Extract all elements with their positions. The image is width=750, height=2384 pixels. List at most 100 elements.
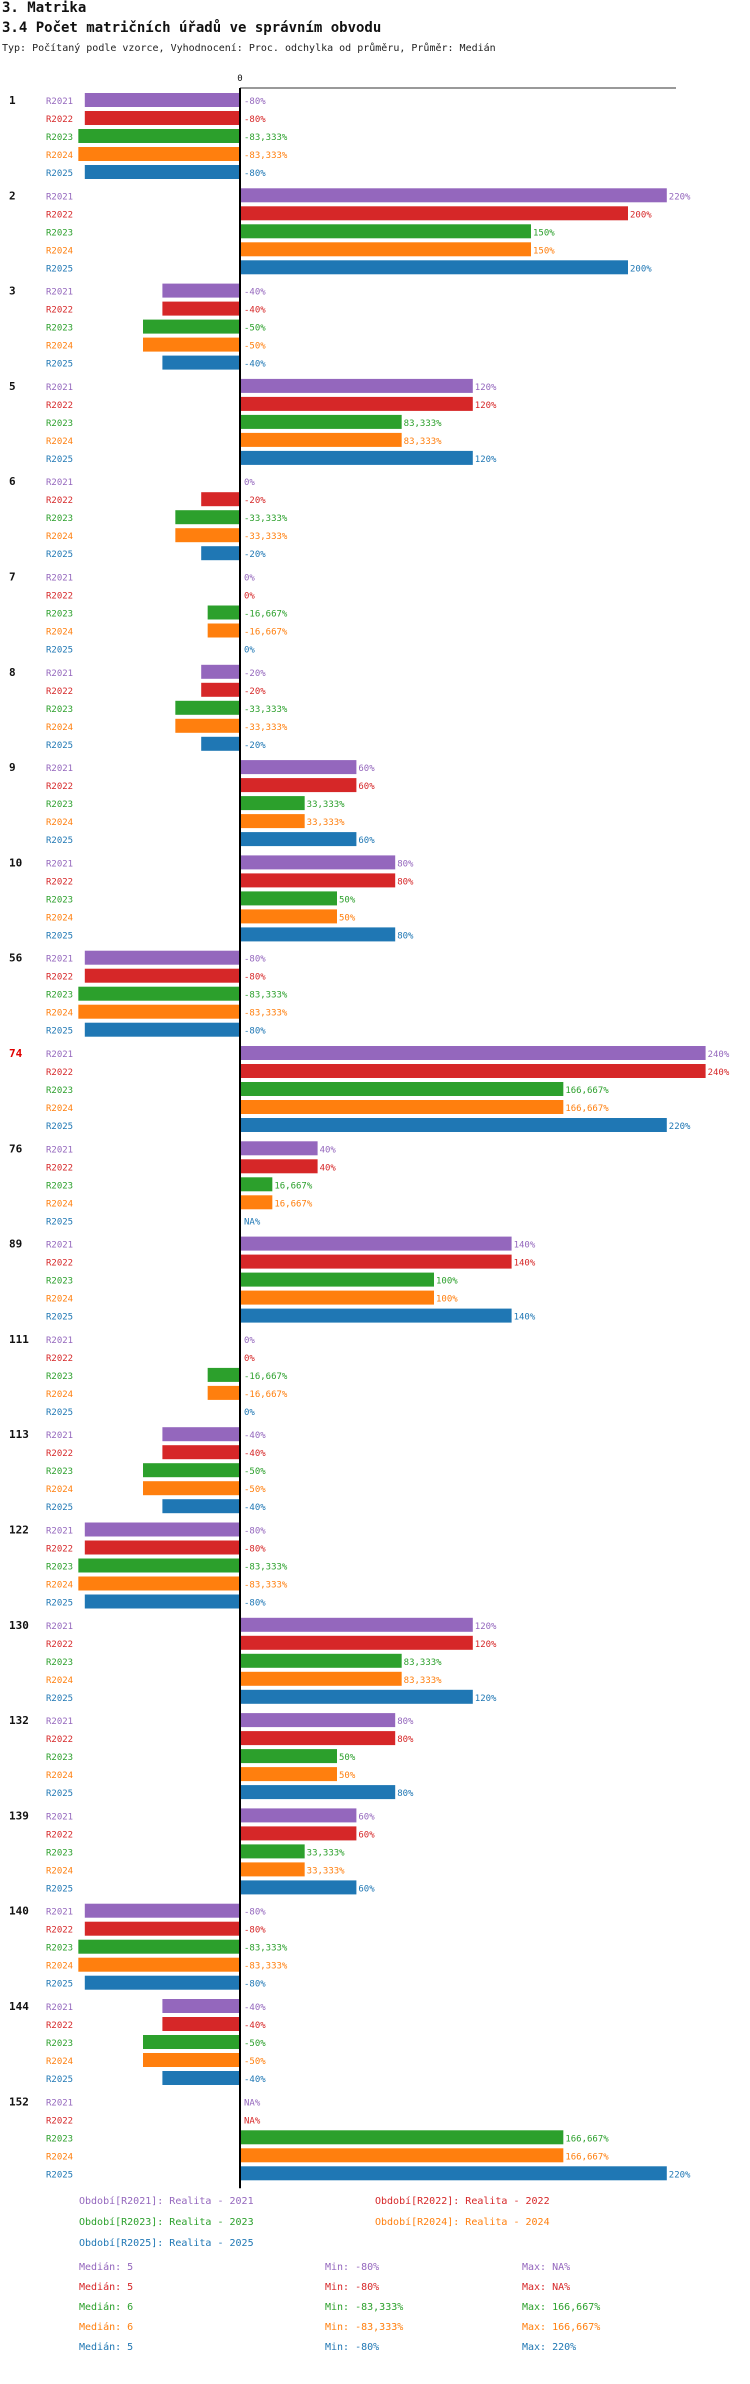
series-label: R2021	[46, 1431, 73, 1441]
data-label: 60%	[358, 1812, 375, 1822]
bar	[240, 832, 357, 847]
series-label: R2024	[46, 1199, 73, 1209]
series-label: R2023	[46, 1467, 73, 1477]
bar	[240, 927, 396, 942]
bar	[84, 1522, 240, 1537]
data-label: -80%	[244, 115, 266, 125]
data-label: 220%	[669, 1122, 691, 1132]
data-label: -33,333%	[244, 514, 288, 524]
series-label: R2024	[46, 2057, 73, 2067]
data-label: -83,333%	[244, 991, 288, 1001]
legend-item: Období[R2023]: Realita - 2023	[79, 2217, 254, 2228]
series-label: R2025	[46, 1217, 73, 1227]
bar	[240, 1749, 337, 1764]
data-label: 166,667%	[565, 1086, 609, 1096]
data-label: 120%	[475, 1694, 497, 1704]
data-label: -40%	[244, 1503, 266, 1513]
data-label: -20%	[244, 550, 266, 560]
data-label: 83,333%	[404, 1658, 443, 1668]
bar	[84, 968, 240, 983]
series-label: R2022	[46, 1735, 73, 1745]
category-label: 8	[9, 666, 16, 679]
series-label: R2025	[46, 550, 73, 560]
series-label: R2024	[46, 1485, 73, 1495]
data-label: 0%	[244, 574, 255, 584]
bar	[240, 414, 402, 429]
bar	[240, 873, 396, 888]
bar	[240, 760, 357, 775]
data-label: 60%	[358, 1830, 375, 1840]
data-label: 0%	[244, 592, 255, 602]
series-label: R2024	[46, 1676, 73, 1686]
bar	[175, 528, 240, 543]
bar	[240, 188, 667, 203]
series-label: R2024	[46, 1390, 73, 1400]
bar	[240, 378, 473, 393]
series-label: R2021	[46, 574, 73, 584]
stat-max: Max: NA%	[522, 2262, 571, 2273]
data-label: 140%	[514, 1313, 536, 1323]
data-label: -80%	[244, 1980, 266, 1990]
bar	[143, 2053, 240, 2067]
series-label: R2025	[46, 360, 73, 370]
bar	[201, 682, 240, 697]
series-label: R2023	[46, 2039, 73, 2049]
bar	[175, 700, 240, 715]
series-label: R2025	[46, 455, 73, 465]
data-label: 100%	[436, 1295, 458, 1305]
series-label: R2021	[46, 383, 73, 393]
series-label: R2022	[46, 1163, 73, 1173]
data-label: -16,667%	[244, 1372, 288, 1382]
category-label: 74	[9, 1047, 23, 1060]
series-label: R2022	[46, 877, 73, 887]
bar	[240, 206, 628, 221]
bar	[240, 1272, 434, 1287]
bar	[240, 1159, 318, 1174]
bar	[240, 1844, 305, 1859]
bar	[207, 1367, 240, 1382]
bar	[240, 1653, 402, 1668]
series-label: R2024	[46, 1009, 73, 1019]
data-label: -80%	[244, 973, 266, 983]
data-label: -20%	[244, 669, 266, 679]
series-label: R2023	[46, 991, 73, 1001]
bar	[162, 355, 240, 370]
legend-item: Období[R2022]: Realita - 2022	[375, 2196, 550, 2207]
data-label: 220%	[669, 192, 691, 202]
series-label: R2022	[46, 306, 73, 316]
series-label: R2022	[46, 496, 73, 506]
series-label: R2021	[46, 1241, 73, 1251]
bar	[201, 736, 240, 751]
bar	[162, 283, 240, 298]
series-label: R2025	[46, 169, 73, 179]
category-label: 122	[9, 1524, 29, 1537]
data-label: -50%	[244, 1485, 266, 1495]
data-label: -16,667%	[244, 628, 288, 638]
bar	[143, 319, 240, 334]
data-label: 50%	[339, 913, 356, 923]
bar	[162, 1999, 240, 2013]
data-label: 83,333%	[404, 1676, 443, 1686]
series-label: R2023	[46, 1848, 73, 1858]
series-label: R2022	[46, 592, 73, 602]
section-heading: 3. Matrika	[2, 0, 87, 16]
series-label: R2025	[46, 1789, 73, 1799]
series-label: R2025	[46, 1027, 73, 1037]
data-label: 80%	[397, 1717, 414, 1727]
bar	[240, 2166, 667, 2181]
category-label: 6	[9, 475, 16, 488]
bar	[175, 510, 240, 525]
data-label: -33,333%	[244, 532, 288, 542]
data-label: 220%	[669, 2170, 691, 2180]
data-label: -80%	[244, 1908, 266, 1918]
data-label: 16,667%	[274, 1199, 313, 1209]
series-label: R2025	[46, 2075, 73, 2085]
series-label: R2023	[46, 228, 73, 238]
series-label: R2021	[46, 1717, 73, 1727]
chart-subtitle: Typ: Počítaný podle vzorce, Vyhodnocení:…	[2, 43, 496, 54]
series-label: R2022	[46, 401, 73, 411]
bar	[78, 1558, 240, 1573]
data-label: 80%	[397, 859, 414, 869]
data-label: 83,333%	[404, 419, 443, 429]
category-label: 3	[9, 285, 16, 298]
